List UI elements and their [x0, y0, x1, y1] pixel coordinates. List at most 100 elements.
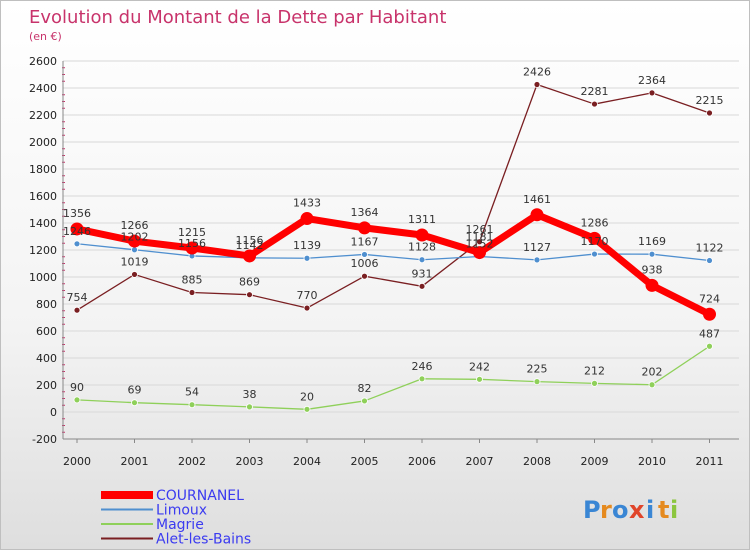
x-tick-label: 2011 [696, 455, 724, 468]
data-point-magrie [418, 375, 426, 383]
data-label-magrie: 38 [243, 388, 257, 401]
legend-label-alet-les-bains: Alet-les-Bains [156, 532, 251, 548]
y-tick-label: 2200 [29, 109, 57, 122]
legend-label-limoux: Limoux [156, 503, 207, 519]
chart-subtitle: (en €) [29, 30, 62, 43]
data-label-cournanel: 1215 [178, 226, 206, 239]
data-point-alet-les-bains [246, 291, 253, 299]
data-point-cournanel [70, 222, 84, 236]
data-point-cournanel [703, 307, 716, 321]
y-tick-label: -200 [32, 433, 57, 446]
data-point-alet-les-bains [648, 89, 656, 97]
y-tick-label: 2600 [29, 55, 57, 68]
data-point-magrie [648, 381, 656, 389]
data-point-alet-les-bains [591, 100, 598, 108]
data-label-alet-les-bains: 885 [182, 274, 203, 287]
data-point-magrie [188, 401, 196, 409]
logo-letter: P [583, 496, 601, 524]
data-label-limoux: 1156 [178, 237, 206, 250]
data-label-alet-les-bains: 2364 [638, 74, 666, 87]
data-point-alet-les-bains [361, 272, 368, 280]
data-point-cournanel [185, 241, 199, 255]
y-axis: -200 0 200 400 600 800 1000 1200 1400 1600 1800 200… [29, 55, 65, 446]
data-label-alet-les-bains: 754 [67, 291, 88, 304]
data-label-magrie: 212 [584, 364, 605, 377]
data-label-limoux: 1128 [408, 241, 436, 254]
x-tick-label: 2008 [523, 455, 551, 468]
x-tick-label: 2006 [408, 455, 436, 468]
y-tick-label: 0 [50, 406, 57, 419]
data-point-alet-les-bains [706, 109, 713, 117]
x-tick-label: 2002 [178, 455, 206, 468]
data-point-limoux [131, 246, 138, 254]
data-point-alet-les-bains [131, 271, 138, 278]
data-label-alet-les-bains: 931 [412, 267, 433, 280]
data-label-alet-les-bains: 2426 [523, 65, 551, 78]
data-point-alet-les-bains [303, 304, 311, 312]
data-point-cournanel [300, 212, 314, 226]
data-point-magrie [246, 403, 253, 411]
data-label-alet-les-bains: 1019 [121, 255, 149, 268]
data-point-limoux [303, 254, 311, 262]
y-tick-label: 400 [36, 352, 57, 365]
data-label-cournanel: 938 [642, 263, 663, 276]
y-tick-label: 1400 [29, 217, 57, 230]
logo-letter: r [600, 496, 612, 524]
data-label-alet-les-bains: 1261 [466, 223, 494, 236]
data-label-alet-les-bains: 1006 [351, 257, 379, 270]
data-point-cournanel [358, 221, 371, 235]
y-tick-label: 1600 [29, 190, 57, 203]
data-point-limoux [591, 250, 598, 258]
legend-label-cournanel: COURNANEL [156, 488, 244, 504]
data-label-magrie: 487 [699, 327, 720, 340]
x-tick-label: 2001 [121, 455, 149, 468]
data-label-magrie: 54 [185, 386, 199, 399]
data-label-limoux: 1127 [523, 241, 551, 254]
y-tick-label: 1000 [29, 271, 57, 284]
data-label-limoux: 1122 [696, 242, 724, 255]
data-point-cournanel [243, 249, 256, 263]
y-tick-label: 2400 [29, 82, 57, 95]
data-point-limoux [533, 256, 541, 264]
data-label-cournanel: 1364 [351, 206, 379, 219]
data-point-magrie [476, 375, 483, 383]
x-tick-label: 2003 [236, 455, 264, 468]
data-label-limoux: 1167 [351, 235, 379, 248]
data-label-alet-les-bains: 2281 [581, 85, 609, 98]
y-tick-label: 200 [36, 379, 57, 392]
data-point-magrie [361, 397, 368, 405]
x-tick-label: 2009 [581, 455, 609, 468]
data-point-alet-les-bains [476, 238, 483, 246]
data-label-cournanel: 1356 [63, 207, 91, 220]
series-line-magrie [76, 345, 710, 410]
y-tick-label: 600 [36, 325, 57, 338]
y-tick-label: 800 [36, 298, 57, 311]
data-point-limoux [706, 257, 713, 264]
data-point-magrie [706, 342, 713, 350]
data-point-cournanel [530, 208, 544, 222]
data-point-alet-les-bains [188, 289, 196, 296]
data-label-magrie: 82 [358, 382, 372, 395]
series-line-limoux [76, 243, 710, 262]
data-point-cournanel [128, 234, 141, 248]
data-point-magrie [533, 378, 541, 386]
series-lines [70, 81, 716, 413]
x-tick-label: 2000 [63, 455, 91, 468]
data-label-limoux: 1152 [466, 237, 494, 250]
data-label-limoux: 1169 [638, 235, 666, 248]
x-tick-label: 2004 [293, 455, 321, 468]
data-label-limoux: 1139 [293, 239, 321, 252]
data-point-limoux [648, 250, 656, 258]
data-label-limoux: 1246 [63, 225, 91, 238]
data-point-magrie [131, 399, 138, 407]
data-point-limoux [73, 240, 81, 248]
data-point-alet-les-bains [73, 306, 81, 314]
data-label-limoux: 1142 [236, 239, 264, 252]
data-label-magrie: 69 [128, 384, 142, 397]
chart-title: Evolution du Montant de la Dette par Hab… [29, 7, 446, 28]
legend-label-magrie: Magrie [156, 517, 204, 533]
logo-letter: i [670, 496, 678, 524]
